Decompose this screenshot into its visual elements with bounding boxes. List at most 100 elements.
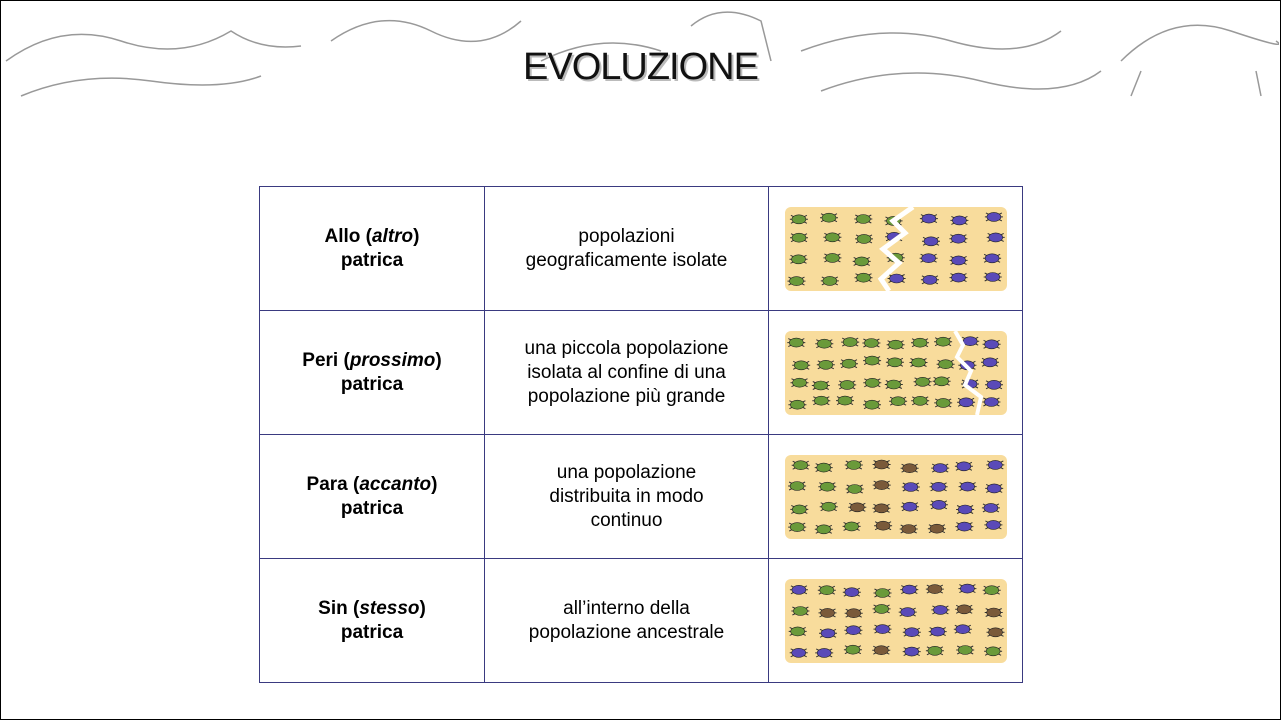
beetle: [843, 644, 862, 654]
beetle: [842, 586, 861, 597]
beetle-body: [793, 359, 809, 370]
description-line: popolazione più grande: [527, 385, 726, 407]
beetle-body: [846, 483, 862, 494]
beetle: [888, 395, 907, 406]
beetle: [790, 605, 809, 616]
beetle-body: [873, 502, 889, 513]
beetle: [984, 379, 1003, 390]
beetle-body: [863, 337, 879, 348]
label-suffix: patrica: [340, 621, 404, 643]
beetle: [872, 479, 891, 490]
row-illustration: [768, 434, 1023, 559]
beetle: [844, 459, 863, 470]
table-row: Para (accanto) patrica una popolazione dist…: [259, 434, 1023, 559]
beetle: [920, 274, 939, 285]
row-description: una piccola popolazione isolata al confin…: [484, 310, 769, 435]
beetle-body: [957, 504, 972, 514]
habitat: [784, 578, 1007, 663]
beetle: [844, 607, 863, 618]
beetle-body: [985, 646, 1000, 656]
habitat: [784, 206, 1007, 291]
row-label: Para (accanto) patrica: [259, 434, 485, 559]
beetle-illustration: [784, 206, 1007, 291]
beetle: [899, 523, 918, 534]
beetle: [845, 483, 864, 494]
beetle: [953, 623, 972, 634]
beetle: [854, 233, 873, 244]
beetle: [925, 583, 944, 594]
label-part: ): [435, 349, 442, 371]
beetle-body: [788, 337, 804, 347]
beetle-body: [983, 396, 999, 407]
label-part: Para (: [306, 473, 360, 495]
beetle: [949, 255, 968, 265]
beetle-body: [791, 377, 807, 388]
description-line: una popolazione: [556, 461, 697, 483]
beetle-body: [790, 253, 806, 264]
beetle: [861, 337, 880, 348]
row-description: popolazioni geograficamente isolate: [484, 186, 769, 311]
row-description: all’interno della popolazione ancestrale: [484, 558, 769, 683]
beetle: [948, 233, 967, 244]
row-illustration: [768, 310, 1023, 435]
beetle: [927, 523, 946, 533]
beetle-body: [816, 647, 832, 658]
beetle-body: [821, 212, 836, 222]
beetle-body: [921, 213, 936, 223]
beetle: [791, 459, 810, 470]
beetle: [910, 337, 929, 347]
beetle-body: [987, 459, 1003, 470]
beetle-body: [914, 376, 930, 387]
beetle: [930, 462, 949, 473]
beetle-body: [864, 355, 879, 365]
beetle: [839, 358, 858, 369]
beetle-body: [902, 501, 917, 512]
slide-title: EVOLUZIONE: [523, 46, 759, 88]
beetle: [984, 211, 1003, 222]
beetle: [814, 338, 833, 348]
beetle-body: [929, 626, 945, 636]
beetle-body: [987, 626, 1003, 637]
beetle: [884, 379, 903, 389]
beetle-body: [817, 359, 833, 370]
beetle: [949, 215, 968, 225]
beetle: [900, 501, 919, 512]
beetle-body: [956, 603, 971, 614]
beetle: [981, 396, 1000, 407]
beetle: [789, 232, 808, 243]
beetle-body: [788, 275, 804, 286]
beetle-body: [912, 337, 927, 347]
beetle-body: [959, 481, 975, 491]
beetle: [986, 232, 1005, 242]
beetle: [789, 214, 808, 224]
beetle: [886, 339, 905, 349]
beetle: [871, 644, 890, 655]
beetle-body: [912, 395, 927, 406]
beetle-body: [819, 607, 835, 618]
beetle: [789, 647, 808, 658]
habitat: [784, 454, 1007, 539]
beetle: [983, 519, 1002, 530]
beetle-body: [792, 605, 808, 616]
row-illustration: [768, 558, 1023, 683]
beetle-body: [821, 275, 837, 286]
beetle-body: [791, 232, 806, 243]
beetle-body: [922, 274, 937, 285]
beetle-body: [843, 521, 859, 531]
beetle-body: [842, 336, 857, 347]
beetle: [901, 481, 920, 492]
beetle-body: [818, 584, 834, 595]
beetle: [958, 481, 977, 491]
beetle-body: [839, 379, 855, 390]
beetle: [791, 359, 810, 370]
beetle-body: [901, 462, 917, 473]
beetle-body: [791, 504, 807, 514]
beetle-body: [789, 399, 805, 409]
barrier: [952, 330, 983, 415]
label-suffix: patrica: [340, 249, 404, 271]
beetle: [872, 603, 891, 614]
beetle: [789, 584, 808, 595]
beetle-body: [983, 502, 998, 513]
beetle-body: [931, 499, 946, 510]
beetle: [842, 521, 861, 531]
